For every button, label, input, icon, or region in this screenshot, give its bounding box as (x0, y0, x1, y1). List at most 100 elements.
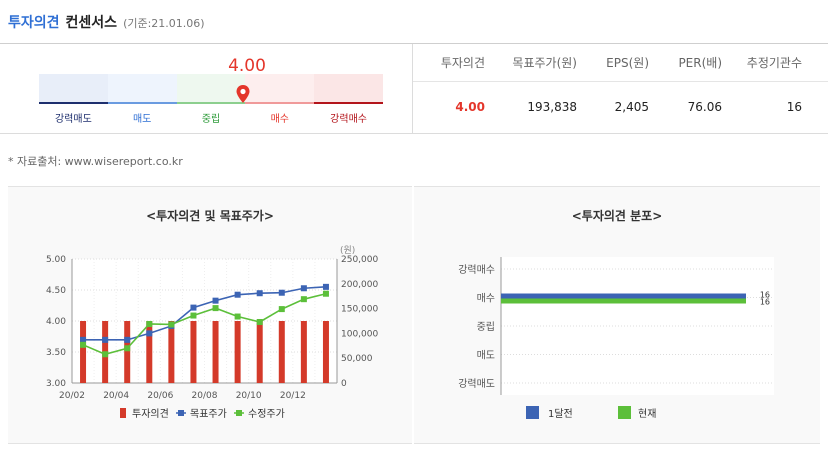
opinion-bar (212, 321, 219, 383)
data-label: 16 (760, 291, 770, 300)
legend-swatch-marker (178, 410, 184, 416)
category-label: 중립 (477, 320, 495, 333)
legend-label: 1달전 (548, 408, 573, 420)
source-note: * 자료출처: www.wisereport.co.kr (8, 155, 183, 168)
gauge-segment-bar (39, 102, 108, 104)
cell-per: 76.06 (687, 100, 722, 114)
legend-swatch (526, 406, 539, 419)
adjusted-price-point (124, 345, 131, 352)
legend-label: 투자의견 (132, 408, 169, 420)
target-price-point (322, 283, 329, 290)
header-cell-institutions: 추정기관수 (746, 56, 802, 70)
adjusted-price-point (322, 290, 329, 297)
opinion-bar (322, 321, 329, 383)
header-cell-eps: EPS(원) (606, 56, 649, 70)
x-tick-label: 20/04 (103, 391, 129, 401)
opinion-bar (300, 321, 307, 383)
target-price-line (83, 286, 327, 341)
y-left-tick-label: 4.50 (46, 286, 66, 296)
header-subtitle: 컨센서스 (65, 15, 118, 31)
gauge-segment-bar (314, 102, 383, 104)
adjusted-price-point (278, 306, 285, 313)
target-price-point (190, 304, 197, 311)
legend-label: 목표주가 (190, 408, 227, 420)
header-date: (기준:21.01.06) (123, 17, 205, 30)
data-label: 16 (760, 298, 770, 307)
y-right-tick-label: 0 (341, 379, 347, 389)
category-label: 매도 (477, 350, 495, 362)
x-tick-label: 20/12 (280, 391, 306, 401)
category-label: 강력매도 (458, 378, 495, 390)
x-tick-label: 20/06 (147, 391, 173, 401)
month-ago-bar (501, 293, 746, 299)
gauge-labels: 강력매도 매도 중립 매수 강력매수 (39, 110, 383, 125)
gauge-segment (176, 74, 246, 104)
y-right-tick-label: 200,000 (341, 280, 378, 290)
header-cell-target-price: 목표주가(원) (512, 56, 577, 70)
gauge-label: 강력매수 (330, 114, 367, 125)
adjusted-price-point (190, 312, 197, 319)
x-tick-label: 20/02 (59, 391, 85, 401)
y-right-unit: (원) (340, 245, 355, 256)
y-right-tick-label: 150,000 (341, 305, 378, 315)
adjusted-price-point (212, 305, 219, 312)
cell-opinion: 4.00 (455, 100, 485, 114)
target-price-point (80, 336, 87, 343)
y-left-tick-label: 3.50 (46, 348, 66, 358)
target-price-point (124, 336, 131, 343)
target-price-point (300, 285, 307, 292)
y-right-tick-label: 100,000 (341, 329, 378, 339)
opinion-gauge (39, 74, 383, 104)
target-price-point (212, 297, 219, 304)
y-right-tick-label: 50,000 (341, 354, 373, 364)
opinion-bar (256, 321, 263, 383)
x-tick-label: 20/10 (236, 391, 262, 401)
adjusted-price-point (102, 351, 109, 358)
opinion-price-panel: <투자의견 및 목표주가> 5.00 4.50 4.00 3.50 3.00 250,00… (8, 186, 412, 444)
target-price-point (146, 330, 153, 337)
table-divider (0, 133, 828, 134)
page-header: 투자의견 컨센서스 (기준:21.01.06) (8, 12, 205, 32)
legend-swatch (120, 408, 126, 418)
adjusted-price-line (82, 292, 327, 356)
opinion-bar (234, 321, 241, 383)
opinion-bar (80, 321, 87, 383)
consensus-table: 투자의견 목표주가(원) EPS(원) PER(배) 추정기관수 4.00 19… (413, 44, 828, 132)
header-cell-per: PER(배) (678, 56, 722, 70)
y-left-tick-label: 4.00 (46, 317, 66, 327)
gauge-label: 강력매도 (54, 114, 92, 125)
target-price-point (234, 291, 241, 298)
right-chart-title: <투자의견 분포> (571, 209, 663, 223)
adjusted-price-point (256, 318, 263, 325)
opinion-price-chart: 5.00 4.50 4.00 3.50 3.00 250,000 200,000 150,00… (46, 245, 379, 420)
gauge-segment (314, 74, 383, 104)
legend-swatch-marker (236, 410, 242, 416)
gauge-segment-bar (245, 102, 315, 104)
target-price-point (278, 289, 285, 296)
gauge-segment-bar (176, 102, 246, 104)
y-left-tick-label: 5.00 (46, 255, 66, 265)
category-label: 강력매수 (458, 264, 495, 276)
gauge-segment-bar (107, 102, 177, 104)
left-chart-title: <투자의견 및 목표주가> (146, 209, 274, 223)
gauge-score: 4.00 (228, 56, 266, 76)
gauge-segment (39, 74, 108, 104)
adjusted-price-point (80, 341, 87, 348)
cell-eps: 2,405 (614, 100, 649, 114)
header-cell-opinion: 투자의견 (440, 56, 485, 70)
gauge-label: 매도 (132, 114, 152, 125)
plot-area (501, 257, 774, 395)
table-row: 4.00 193,838 2,405 76.06 16 (413, 82, 828, 132)
adjusted-price-point (168, 321, 175, 328)
target-price-point (102, 336, 109, 343)
category-label: 매수 (477, 293, 495, 305)
legend-swatch (618, 406, 631, 419)
current-bar (501, 298, 746, 304)
header-divider (0, 43, 828, 44)
cell-institutions: 16 (786, 100, 802, 114)
header-title: 투자의견 (8, 15, 60, 31)
gauge-segment (245, 74, 315, 104)
y-right-tick-label: 250,000 (341, 255, 378, 265)
section-divider (412, 44, 413, 133)
